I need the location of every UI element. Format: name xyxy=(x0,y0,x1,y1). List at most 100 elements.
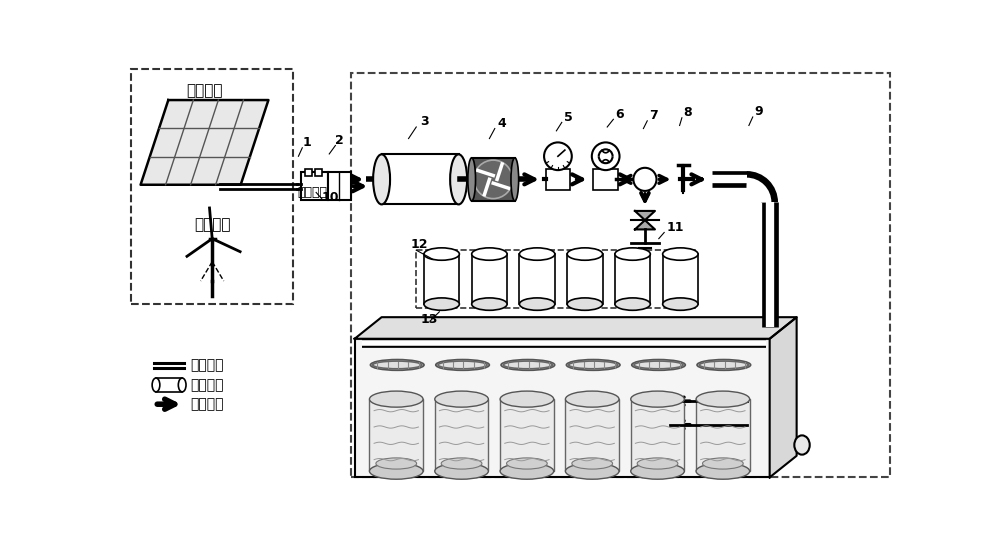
Circle shape xyxy=(544,142,572,170)
Text: 7: 7 xyxy=(649,110,658,122)
Bar xyxy=(355,339,770,477)
Ellipse shape xyxy=(441,458,482,469)
Bar xyxy=(305,168,312,176)
Bar xyxy=(472,158,515,201)
Circle shape xyxy=(633,168,656,191)
Ellipse shape xyxy=(373,361,422,369)
Ellipse shape xyxy=(794,435,810,455)
FancyBboxPatch shape xyxy=(351,73,890,477)
Ellipse shape xyxy=(424,298,459,310)
Polygon shape xyxy=(355,317,797,339)
Ellipse shape xyxy=(503,361,552,369)
Ellipse shape xyxy=(519,248,555,261)
Bar xyxy=(301,172,328,200)
Polygon shape xyxy=(635,220,655,229)
Text: 5: 5 xyxy=(564,111,573,124)
Bar xyxy=(156,378,182,392)
Ellipse shape xyxy=(696,391,750,407)
Ellipse shape xyxy=(697,360,751,370)
Ellipse shape xyxy=(369,463,423,479)
Text: 8: 8 xyxy=(683,106,692,119)
Ellipse shape xyxy=(370,360,424,370)
Bar xyxy=(328,172,351,200)
Text: 2: 2 xyxy=(335,134,344,147)
Ellipse shape xyxy=(501,360,555,370)
Ellipse shape xyxy=(634,361,683,369)
Bar xyxy=(424,254,459,304)
Text: 10: 10 xyxy=(322,191,339,204)
Ellipse shape xyxy=(500,463,554,479)
Ellipse shape xyxy=(703,458,743,469)
Ellipse shape xyxy=(567,298,603,310)
Circle shape xyxy=(592,142,620,170)
Text: 氢气流向: 氢气流向 xyxy=(190,397,223,411)
Text: 4: 4 xyxy=(497,117,506,130)
Ellipse shape xyxy=(569,361,618,369)
Bar xyxy=(615,254,650,304)
Text: 3: 3 xyxy=(420,116,429,129)
Text: 气体管路: 气体管路 xyxy=(190,378,223,392)
Ellipse shape xyxy=(663,248,698,261)
Ellipse shape xyxy=(511,158,519,201)
Ellipse shape xyxy=(376,458,417,469)
Text: 电气线路: 电气线路 xyxy=(190,359,223,373)
Ellipse shape xyxy=(631,391,684,407)
Ellipse shape xyxy=(152,378,160,392)
Ellipse shape xyxy=(631,463,684,479)
Text: 11: 11 xyxy=(666,221,684,234)
Polygon shape xyxy=(141,100,268,185)
Text: 1: 1 xyxy=(303,136,312,149)
Ellipse shape xyxy=(615,298,650,310)
Ellipse shape xyxy=(696,463,750,479)
Ellipse shape xyxy=(519,298,555,310)
Bar xyxy=(593,168,618,190)
Ellipse shape xyxy=(572,458,613,469)
Bar xyxy=(519,254,555,304)
Bar xyxy=(696,399,750,471)
Ellipse shape xyxy=(632,360,685,370)
Ellipse shape xyxy=(468,158,476,201)
FancyBboxPatch shape xyxy=(131,69,293,304)
Ellipse shape xyxy=(373,154,390,204)
Text: 9: 9 xyxy=(754,105,763,118)
Bar xyxy=(500,399,554,471)
Bar xyxy=(472,254,507,304)
Bar xyxy=(382,154,459,204)
Text: 13: 13 xyxy=(420,313,437,326)
Text: 风力发电: 风力发电 xyxy=(194,217,230,232)
Bar xyxy=(631,399,684,471)
Bar xyxy=(565,399,619,471)
Ellipse shape xyxy=(637,458,678,469)
Text: 6: 6 xyxy=(615,108,624,121)
Ellipse shape xyxy=(699,361,748,369)
Ellipse shape xyxy=(507,458,547,469)
Ellipse shape xyxy=(566,360,620,370)
Bar xyxy=(369,399,423,471)
Ellipse shape xyxy=(567,248,603,261)
Bar xyxy=(567,254,603,304)
Ellipse shape xyxy=(450,154,467,204)
Bar xyxy=(315,168,322,176)
Text: 光伏发电: 光伏发电 xyxy=(186,83,223,98)
Ellipse shape xyxy=(472,248,507,261)
Ellipse shape xyxy=(436,360,489,370)
Ellipse shape xyxy=(424,248,459,261)
Ellipse shape xyxy=(565,391,619,407)
Bar xyxy=(546,168,570,190)
Ellipse shape xyxy=(565,463,619,479)
Circle shape xyxy=(474,160,512,198)
Ellipse shape xyxy=(178,378,186,392)
Polygon shape xyxy=(770,317,797,477)
Text: 12: 12 xyxy=(410,238,428,251)
Bar xyxy=(435,399,488,471)
Ellipse shape xyxy=(435,391,488,407)
Text: 过剩电力: 过剩电力 xyxy=(297,186,327,199)
Ellipse shape xyxy=(663,298,698,310)
Ellipse shape xyxy=(500,391,554,407)
Bar xyxy=(663,254,698,304)
Ellipse shape xyxy=(369,391,423,407)
Polygon shape xyxy=(635,211,655,220)
Ellipse shape xyxy=(438,361,487,369)
FancyBboxPatch shape xyxy=(416,250,695,308)
Ellipse shape xyxy=(435,463,488,479)
